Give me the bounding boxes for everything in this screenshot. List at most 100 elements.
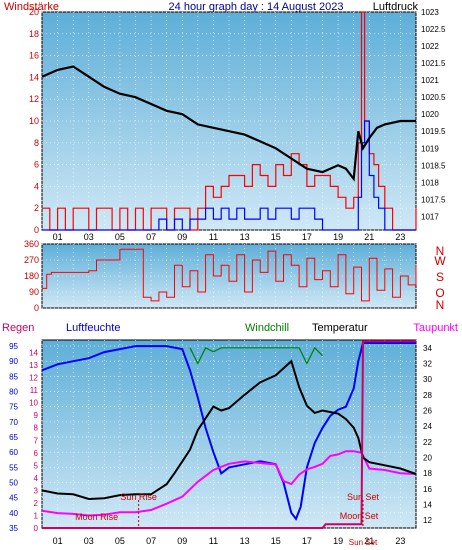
axis-tick-label: 1018 [421, 178, 439, 187]
axis-tick-label: 12 [29, 374, 38, 383]
windchill-label: Windchill [245, 322, 289, 334]
axis-tick-label: 2 [34, 203, 39, 213]
hour-tick-label: 21 [364, 536, 374, 546]
hour-tick-label: 13 [240, 536, 250, 546]
axis-tick-label: 10 [29, 116, 39, 126]
axis-tick-label: 1022 [421, 42, 439, 51]
axis-tick-label: 270 [24, 255, 39, 265]
rain-axis-label: Regen [2, 322, 34, 334]
axis-tick-label: 2 [34, 499, 39, 508]
axis-tick-label: 18 [423, 469, 432, 478]
wind-axis-ticks: 0 2 4 6 8 10 12 14 16 18 20 [29, 7, 39, 235]
wind-speed-series [42, 11, 417, 231]
dewpoint-label: Taupunkt [413, 322, 458, 334]
axis-tick-label: 75 [9, 403, 18, 412]
axis-tick-label: 55 [9, 463, 18, 472]
axis-tick-label: 24 [423, 422, 432, 431]
temperature-series [41, 359, 417, 501]
axis-tick-label: 14 [29, 72, 39, 82]
axis-tick-label: 35 [9, 524, 18, 533]
axis-tick-label: 6 [34, 160, 39, 170]
axis-tick-label: 11 [30, 386, 39, 395]
hour-tick-label: 07 [146, 536, 156, 546]
hour-tick-label: 15 [271, 536, 281, 546]
axis-tick-label: 1017 [421, 212, 439, 221]
axis-tick-label: 1020 [421, 110, 439, 119]
dewpoint-series [41, 450, 417, 517]
axis-tick-label: 90 [9, 357, 18, 366]
axis-tick-label: 12 [29, 94, 39, 104]
wind-hour-ticks: 01 03 05 07 09 11 13 15 17 19 21 23 [53, 232, 406, 242]
axis-tick-label: 14 [29, 349, 38, 358]
axis-tick-label: 70 [9, 418, 18, 427]
humidity-axis-label: Luftfeuchte [66, 322, 120, 334]
hour-tick-label: 17 [302, 536, 312, 546]
climate-hour-ticks: 01 03 05 07 09 11 13 15 17 19 21 23 [53, 536, 406, 546]
axis-tick-label: 10 [29, 399, 38, 408]
humidity-axis-ticks: 35 40 45 50 55 60 65 70 75 80 85 90 95 [9, 342, 18, 533]
compass-label: O [435, 286, 444, 300]
hour-tick-label: 05 [115, 536, 125, 546]
hour-tick-label: 05 [115, 232, 125, 242]
axis-tick-label: 65 [9, 433, 18, 442]
axis-tick-label: 50 [9, 479, 18, 488]
axis-tick-label: 80 [9, 388, 18, 397]
axis-tick-label: 0 [34, 303, 39, 313]
axis-tick-label: 5 [34, 461, 39, 470]
axis-tick-label: 1023 [421, 8, 439, 17]
hour-tick-label: 03 [84, 232, 94, 242]
compass-label: S [436, 270, 444, 284]
axis-tick-label: 90 [29, 287, 39, 297]
axis-tick-label: 1 [34, 511, 39, 520]
chart-title: 24 hour graph day : 14 August 2023 [169, 1, 344, 13]
hour-tick-label: 01 [53, 232, 63, 242]
hour-tick-label: 01 [53, 536, 63, 546]
axis-tick-label: 0 [34, 524, 39, 533]
compass-label: W [434, 254, 446, 268]
sunrise-label: Sun Rise [120, 492, 157, 502]
axis-tick-label: 1019.5 [421, 127, 446, 136]
axis-tick-label: 1022.5 [421, 25, 446, 34]
sunset-label: Sun Set [347, 492, 380, 502]
axis-tick-label: 12 [423, 516, 432, 525]
hour-tick-label: 23 [395, 232, 405, 242]
axis-tick-label: 45 [9, 494, 18, 503]
wind-direction-series [42, 248, 417, 302]
hour-tick-label: 07 [146, 232, 156, 242]
axis-tick-label: 16 [29, 51, 39, 61]
axis-tick-label: 4 [34, 474, 39, 483]
hour-tick-label: 19 [333, 232, 343, 242]
moonrise-label: Moon Rise [75, 512, 118, 522]
moonset-label: Moon Set [340, 511, 379, 521]
axis-tick-label: 16 [423, 485, 432, 494]
axis-tick-label: 1017.5 [421, 195, 446, 204]
axis-tick-label: 0 [34, 225, 39, 235]
pressure-axis-ticks: 1017 1017.5 1018 1018.5 1019 1019.5 1020 1020.5… [421, 8, 446, 221]
axis-tick-label: 30 [423, 375, 432, 384]
pressure-axis-label: Luftdruck [373, 1, 419, 13]
pressure-series [41, 65, 416, 182]
hour-tick-label: 23 [395, 536, 405, 546]
wind-plot-grid [41, 11, 417, 231]
hour-tick-label: 11 [209, 536, 218, 546]
hour-tick-label: 13 [240, 232, 250, 242]
axis-tick-label: 40 [9, 509, 18, 518]
axis-tick-label: 13 [29, 361, 38, 370]
hour-tick-label: 15 [271, 232, 281, 242]
wind-gust-series [42, 120, 416, 231]
axis-tick-label: 4 [34, 181, 39, 191]
axis-tick-label: 95 [9, 342, 18, 351]
axis-tick-label: 28 [423, 391, 432, 400]
hour-tick-label: 11 [209, 232, 218, 242]
sunset-axis-label: Sun Set [349, 538, 378, 547]
axis-tick-label: 20 [29, 7, 39, 17]
temperature-label: Temperatur [312, 322, 368, 334]
hour-tick-label: 19 [333, 536, 343, 546]
axis-tick-label: 1019 [421, 144, 439, 153]
axis-tick-label: 34 [423, 344, 432, 353]
compass-label: N [436, 244, 445, 258]
hour-tick-label: 09 [177, 536, 187, 546]
